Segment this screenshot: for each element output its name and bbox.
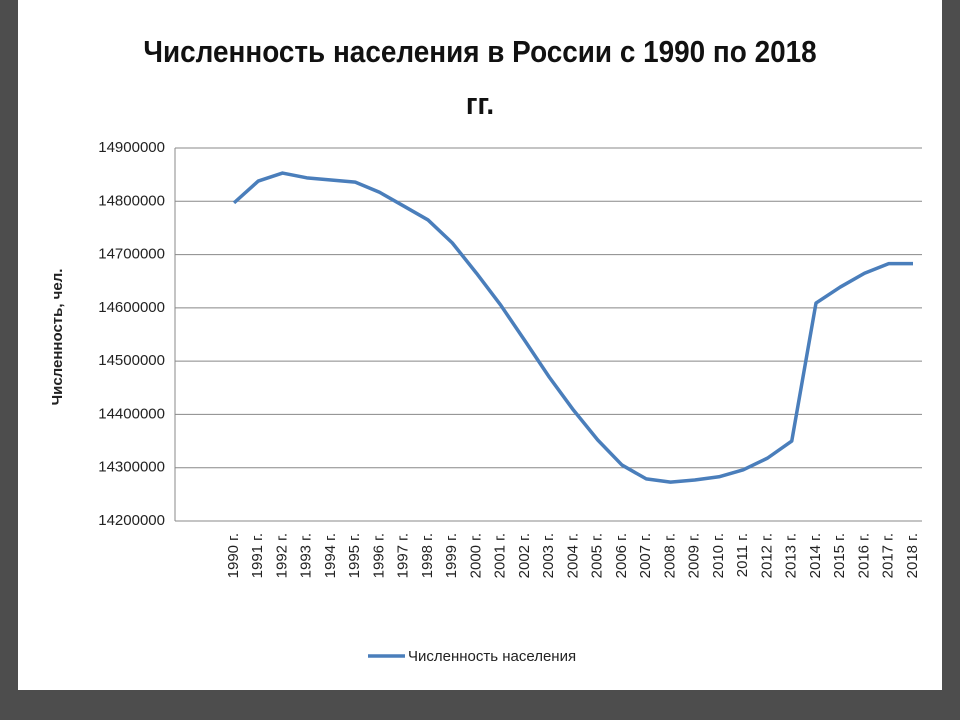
x-tick-label: 1993 г. (298, 533, 315, 578)
slide-panel (18, 0, 942, 690)
x-tick-label: 2011 г. (734, 533, 751, 577)
x-tick-label: 1991 г. (249, 533, 266, 578)
x-tick-label: 2013 г. (783, 533, 800, 578)
x-tick-label: 2003 г. (540, 533, 557, 578)
x-tick-label: 2018 г. (904, 533, 921, 578)
x-tick-label: 2010 г. (710, 533, 727, 578)
x-tick-label: 1995 г. (346, 533, 363, 578)
y-tick-label: 14400000 (98, 405, 165, 422)
y-tick-label: 14300000 (98, 459, 165, 476)
y-tick-label: 14500000 (98, 352, 165, 369)
x-tick-label: 2014 г. (807, 533, 824, 578)
x-tick-label: 1994 г. (322, 533, 339, 578)
y-tick-label: 14600000 (98, 299, 165, 316)
chart-title: Численность населения в России с 1990 по… (143, 34, 817, 121)
y-tick-label: 14200000 (98, 512, 165, 529)
x-tick-label: 2017 г. (880, 533, 897, 578)
x-tick-label: 2009 г. (686, 533, 703, 578)
x-tick-label: 2000 г. (467, 533, 484, 578)
x-tick-label: 2007 г. (637, 533, 654, 578)
x-tick-label: 2004 г. (564, 533, 581, 578)
y-tick-label: 14900000 (98, 139, 165, 156)
y-tick-label: 14700000 (98, 246, 165, 263)
legend-label: Численность населения (408, 648, 576, 665)
data-line (232, 171, 913, 484)
x-tick-label: 2001 г. (492, 533, 509, 578)
x-tick-label: 2005 г. (589, 533, 606, 578)
x-tick-label: 2016 г. (855, 533, 872, 578)
x-tick-label: 2006 г. (613, 533, 630, 578)
y-axis-label: Численность, чел. (49, 269, 66, 406)
x-tick-label: 2008 г. (661, 533, 678, 578)
x-tick-label: 1996 г. (370, 533, 387, 578)
x-tick-label: 1997 г. (395, 533, 412, 578)
x-tick-label: 1999 г. (443, 533, 460, 578)
x-tick-label: 1998 г. (419, 533, 436, 578)
x-tick-label: 2015 г. (831, 533, 848, 578)
x-tick-label: 1990 г. (225, 533, 242, 578)
x-tick-label: 2012 г. (758, 533, 775, 578)
x-tick-label: 2002 г. (516, 533, 533, 578)
y-tick-label: 14800000 (98, 192, 165, 209)
x-tick-label: 1992 г. (273, 533, 290, 578)
